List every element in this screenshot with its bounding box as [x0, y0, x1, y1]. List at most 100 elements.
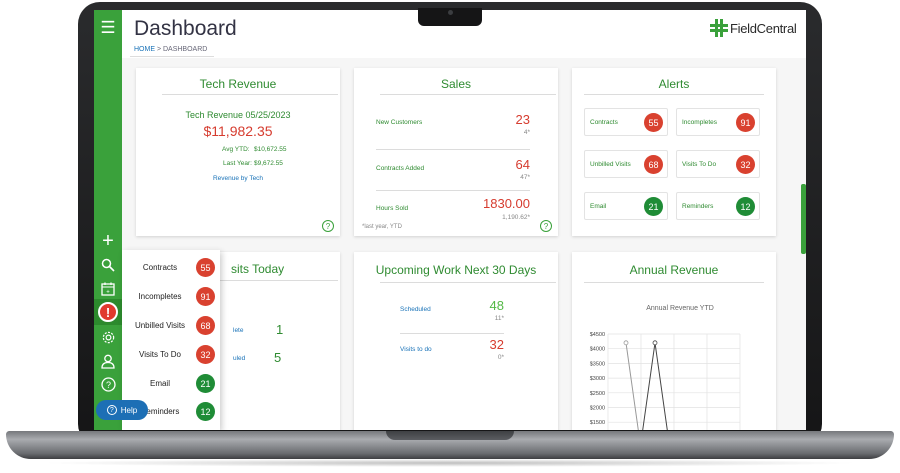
divider [380, 94, 556, 95]
breadcrumb: HOME > DASHBOARD [134, 46, 207, 53]
upcoming-row-scheduled[interactable]: Scheduled 48 11* [400, 296, 504, 330]
sales-row-value: 64 [515, 157, 530, 172]
chart-point [652, 340, 658, 346]
annual-revenue-chart: Annual Revenue YTD $4500 $4000 $3500 $3000 $… [590, 305, 741, 430]
chart-y-tick-label: $3500 [590, 361, 605, 367]
upcoming-row-sub: 11* [494, 315, 504, 322]
sales-row-contracts-added[interactable]: Contracts Added 64 47* [376, 155, 530, 191]
flyout-item-contracts[interactable]: Contracts 55 [122, 256, 220, 280]
alert-nav-item[interactable]: ! [94, 299, 122, 325]
camera-notch [418, 8, 482, 26]
menu-icon[interactable]: ☰ [100, 17, 116, 37]
alert-count-badge: 68 [644, 155, 663, 174]
alert-visits-to-do[interactable]: Visits To Do 32 [676, 150, 760, 178]
tech-revenue-card: Tech Revenue Tech Revenue 05/25/2023 $11… [136, 68, 340, 236]
avg-ytd-label: Avg YTD: [222, 146, 250, 153]
sales-row-label: Hours Sold [376, 205, 409, 212]
chart-y-tick-label: $1500 [590, 420, 605, 426]
flyout-item-visits-to-do[interactable]: Visits To Do 32 [122, 343, 220, 367]
svg-text:?: ? [105, 380, 110, 390]
alert-count-badge: 21 [644, 197, 663, 216]
sales-help-icon[interactable]: ? [540, 220, 552, 232]
camera [448, 10, 453, 15]
divider [400, 333, 504, 334]
alert-unbilled-visits[interactable]: Unbilled Visits 68 [584, 150, 668, 178]
tech-revenue-amount: $11,982.35 [203, 123, 273, 139]
alert-count-badge: 12 [736, 197, 755, 216]
alert-label: Unbilled Visits [590, 161, 631, 168]
sales-row-label: New Customers [376, 119, 423, 126]
laptop-shadow [40, 459, 860, 467]
app-logo[interactable]: FieldCentral [710, 19, 797, 37]
search-icon[interactable] [98, 255, 118, 275]
alert-label: Reminders [682, 203, 714, 210]
breadcrumb-divider [130, 56, 214, 57]
chart-series-line [642, 342, 668, 430]
sales-title: Sales [440, 77, 472, 91]
sidebar: ☰ + + ! ? [94, 10, 122, 430]
flyout-item-unbilled-visits[interactable]: Unbilled Visits 68 [122, 314, 220, 338]
sales-row-label: Contracts Added [376, 165, 425, 172]
alert-email[interactable]: Email 21 [584, 192, 668, 220]
flyout-count-badge: 21 [196, 374, 215, 393]
chart-point [623, 340, 629, 346]
scrollbar[interactable] [801, 184, 806, 254]
sales-row-sub: 4* [523, 129, 530, 136]
visits-scheduled-value: 5 [274, 350, 282, 365]
flyout-item-label: Incompletes [138, 292, 182, 301]
visits-complete-label[interactable]: lete [233, 327, 244, 334]
annual-revenue-card: Annual Revenue Annual Revenue YTD $4500 $… [572, 252, 776, 430]
screen: Tech Revenue Tech Revenue 05/25/2023 $11… [94, 10, 806, 430]
logo-grid-icon [710, 19, 728, 37]
alert-contracts[interactable]: Contracts 55 [584, 108, 668, 136]
tech-revenue-title: Tech Revenue [199, 77, 277, 91]
divider [380, 282, 556, 283]
chart-y-tick-label: $4500 [590, 332, 605, 338]
flyout-item-email[interactable]: Email 21 [122, 372, 220, 396]
alert-reminders[interactable]: Reminders 12 [676, 192, 760, 220]
chart-y-tick-label: $3000 [590, 376, 605, 382]
flyout-count-badge: 32 [196, 345, 215, 364]
flyout-item-incompletes[interactable]: Incompletes 91 [122, 285, 220, 309]
breadcrumb-home[interactable]: HOME [134, 46, 155, 53]
upcoming-row-value: 32 [489, 337, 504, 352]
upcoming-work-title: Upcoming Work Next 30 Days [375, 263, 537, 277]
visits-complete-value: 1 [276, 322, 284, 337]
alert-icon: ! [98, 302, 118, 322]
tech-revenue-help-icon[interactable]: ? [322, 220, 334, 232]
divider [162, 94, 338, 95]
divider [376, 190, 530, 191]
help-question-icon: ? [106, 405, 117, 415]
avg-ytd-value: $10,672.55 [254, 146, 287, 153]
upcoming-row-visits-to-do[interactable]: Visits to do 32 0* [400, 336, 504, 370]
sales-footnote: *last year, YTD [362, 224, 402, 230]
revenue-by-tech-link[interactable]: Revenue by Tech [212, 175, 264, 182]
upcoming-row-label: Scheduled [400, 306, 431, 313]
calendar-icon[interactable]: + [98, 279, 118, 299]
annual-revenue-title: Annual Revenue [629, 263, 719, 277]
flyout-count-badge: 91 [196, 287, 215, 306]
tech-revenue-date: Tech Revenue 05/25/2023 [185, 110, 291, 120]
flyout-item-label: Email [149, 379, 170, 388]
help-icon[interactable]: ? [98, 374, 118, 394]
flyout-item-label: Unbilled Visits [134, 321, 186, 330]
flyout-count-badge: 68 [196, 316, 215, 335]
help-button[interactable]: ? Help [96, 400, 148, 420]
gear-icon[interactable] [98, 327, 118, 347]
alert-label: Contracts [590, 119, 618, 126]
alerts-card: Alerts Contracts 55 Incompletes 91 Unbil… [572, 68, 776, 236]
last-year-label: Last Year: [223, 160, 252, 167]
sales-row-new-customers[interactable]: New Customers 23 4* [376, 112, 530, 148]
logo-text: FieldCentral [730, 20, 797, 36]
flyout-item-label: Contracts [142, 263, 178, 272]
alert-label: Email [590, 203, 607, 210]
plus-icon[interactable]: + [102, 230, 114, 252]
alert-incompletes[interactable]: Incompletes 91 [676, 108, 760, 136]
svg-text:+: + [106, 290, 110, 296]
visits-scheduled-label[interactable]: uled [233, 355, 246, 362]
sales-row-hours-sold[interactable]: Hours Sold 1830.00 1,190.62* [376, 194, 530, 230]
flyout-item-reminders[interactable]: Reminders 12 [122, 400, 220, 424]
user-icon[interactable] [98, 351, 118, 371]
flyout-item-label: Visits To Do [139, 350, 181, 359]
chart-y-tick-label: $4000 [590, 347, 605, 353]
